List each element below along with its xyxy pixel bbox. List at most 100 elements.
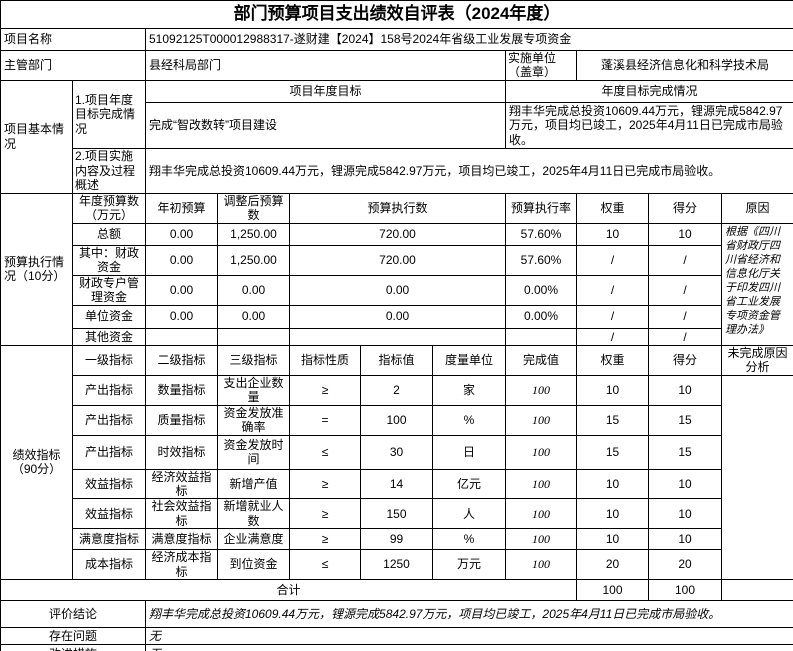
indicator-cell: 效益指标: [72, 468, 146, 500]
indicator-cell: 时效指标: [145, 434, 218, 470]
indicator-done-value: 100: [505, 498, 577, 530]
budget-cell: 0.00%: [505, 274, 577, 306]
budget-cell: 0.00: [145, 244, 218, 276]
budget-col-header: 年度预算数（万元）: [72, 192, 146, 224]
budget-col-header: 得分: [648, 192, 722, 224]
indicator-done-value: 100: [505, 434, 577, 470]
budget-row: 单位资金 0.00 0.00 0.00 0.00% / /: [1, 304, 793, 329]
indicator-col-header: 三级指标: [217, 344, 290, 376]
indicator-cell: 100: [360, 404, 433, 436]
budget-cell: 720.00: [289, 244, 506, 276]
budget-col-header: 年初预算: [145, 192, 218, 224]
unfinished-analysis-cell: [720, 374, 793, 581]
goal-content: 完成“智改数转”项目建设: [145, 101, 506, 149]
indicator-cell: 10: [576, 498, 649, 530]
indicator-cell: 新增产值: [217, 468, 290, 500]
indicator-cell: 20: [576, 549, 649, 581]
budget-cell: /: [576, 327, 649, 346]
basic-row2-label: 2.项目实施内容及过程概述: [72, 147, 146, 194]
supervisor-dept-value: 县经科局部门: [145, 50, 506, 81]
indicator-done-value: 100: [505, 374, 577, 406]
indicator-row: 效益指标 社会效益指标 新增就业人数 ≥ 150 人 100 10 10: [1, 498, 793, 530]
budget-col-header: 权重: [576, 192, 649, 224]
indicator-cell: 15: [576, 404, 649, 436]
budget-cell: /: [576, 274, 649, 306]
indicator-cell: 99: [360, 528, 433, 551]
goal-header: 项目年度目标: [145, 79, 506, 103]
budget-cell: 1,250.00: [217, 222, 290, 246]
budget-cell: 0.00: [217, 274, 290, 306]
indicator-cell: 满意度指标: [72, 528, 146, 551]
indicator-cell: 15: [576, 434, 649, 470]
total-label: 合计: [0, 579, 577, 602]
goal-done-content: 翔丰华完成总投资10609.44万元，锂源完成5842.97万元，项目均已竣工，…: [504, 101, 793, 149]
indicator-cell: ≥: [289, 528, 361, 551]
basic-row2-content: 翔丰华完成总投资10609.44万元，锂源完成5842.97万元，项目均已竣工，…: [144, 147, 793, 194]
indicator-col-header: 指标性质: [289, 344, 361, 376]
budget-row-label: 其他资金: [72, 327, 146, 346]
budget-cell: [145, 327, 218, 346]
indicator-col-header: 度量单位: [432, 344, 506, 376]
indicator-cell: ≥: [289, 498, 361, 530]
indicator-cell: 10: [648, 528, 722, 551]
budget-cell: 0.00: [145, 304, 218, 329]
indicator-col-header: 权重: [576, 344, 649, 376]
budget-col-header: 调整后预算数: [217, 192, 290, 224]
impl-unit-label-line2: （盖章）: [508, 65, 557, 80]
total-analysis-cell: [720, 579, 793, 602]
impl-unit-label: 实施单位 （盖章）: [505, 50, 577, 81]
impl-unit-label-line1: 实施单位: [508, 51, 557, 65]
indicator-cell: 效益指标: [72, 498, 146, 530]
indicator-cell: 20: [648, 549, 722, 581]
indicator-cell: =: [289, 404, 361, 436]
budget-cell: 57.60%: [505, 222, 577, 246]
budget-cell: 0.00%: [505, 304, 577, 329]
budget-col-header: 预算执行率: [505, 192, 577, 224]
indicator-cell: 资金发放时间: [217, 434, 290, 470]
impl-unit-value: 蓬溪县经济信息化和科学技术局: [575, 50, 793, 81]
budget-cell: 1,250.00: [217, 244, 290, 276]
indicator-cell: 资金发放准确率: [217, 404, 290, 436]
indicator-cell: %: [432, 404, 506, 436]
goal-done-header: 年度目标完成情况: [504, 79, 793, 103]
budget-reason: 根据《四川省财政厅四川省经济和信息化厅关于印发四川省工业发展专项资金管理办法》: [720, 222, 793, 346]
indicator-cell: 30: [360, 434, 433, 470]
basic-row1-label: 1.项目年度目标完成情况: [72, 79, 146, 149]
indicator-col-header: 未完成原因分析: [720, 344, 793, 376]
indicator-done-value: 100: [505, 549, 577, 581]
budget-row: 财政专户管理资金 0.00 0.00 0.00 0.00% / /: [1, 274, 793, 306]
indicator-col-header: 一级指标: [72, 344, 146, 376]
indicator-col-header: 完成值: [505, 344, 577, 376]
budget-cell: 0.00: [289, 304, 506, 329]
indicator-cell: 10: [576, 528, 649, 551]
total-score: 100: [648, 579, 722, 602]
budget-cell: /: [576, 244, 649, 276]
conclusion-label: 评价结论: [0, 600, 146, 629]
indicator-row: 满意度指标 满意度指标 企业满意度 ≥ 99 % 100 10 10: [1, 528, 793, 551]
budget-cell: [505, 327, 577, 346]
budget-row: 其中：财政资金 0.00 1,250.00 720.00 57.60% / /: [1, 244, 793, 276]
indicator-cell: ≥: [289, 374, 361, 406]
indicator-cell: 成本指标: [72, 549, 146, 581]
indicator-cell: 社会效益指标: [145, 498, 218, 530]
budget-row: 总额 0.00 1,250.00 720.00 57.60% 10 10 根据《…: [1, 222, 793, 346]
section-indicators-label: 绩效指标（90分）: [0, 344, 73, 581]
section-budget-label: 预算执行情况（10分）: [0, 192, 73, 346]
indicator-done-value: 100: [505, 404, 577, 436]
budget-row-label: 其中：财政资金: [72, 244, 146, 276]
indicator-cell: ≥: [289, 468, 361, 500]
budget-row: 其他资金 / /: [1, 327, 793, 346]
section-basic-label: 项目基本情况: [0, 79, 73, 194]
indicator-row: 效益指标 经济效益指标 新增产值 ≥ 14 亿元 100 10 10: [1, 468, 793, 500]
budget-cell: [217, 327, 290, 346]
budget-cell: 720.00: [289, 222, 506, 246]
indicator-cell: 14: [360, 468, 433, 500]
indicator-cell: 产出指标: [72, 434, 146, 470]
indicator-cell: ≤: [289, 434, 361, 470]
budget-cell: 0.00: [145, 222, 218, 246]
budget-cell: 10: [576, 222, 649, 246]
indicator-cell: 家: [432, 374, 506, 406]
indicator-col-header: 二级指标: [145, 344, 218, 376]
indicator-cell: ≤: [289, 549, 361, 581]
